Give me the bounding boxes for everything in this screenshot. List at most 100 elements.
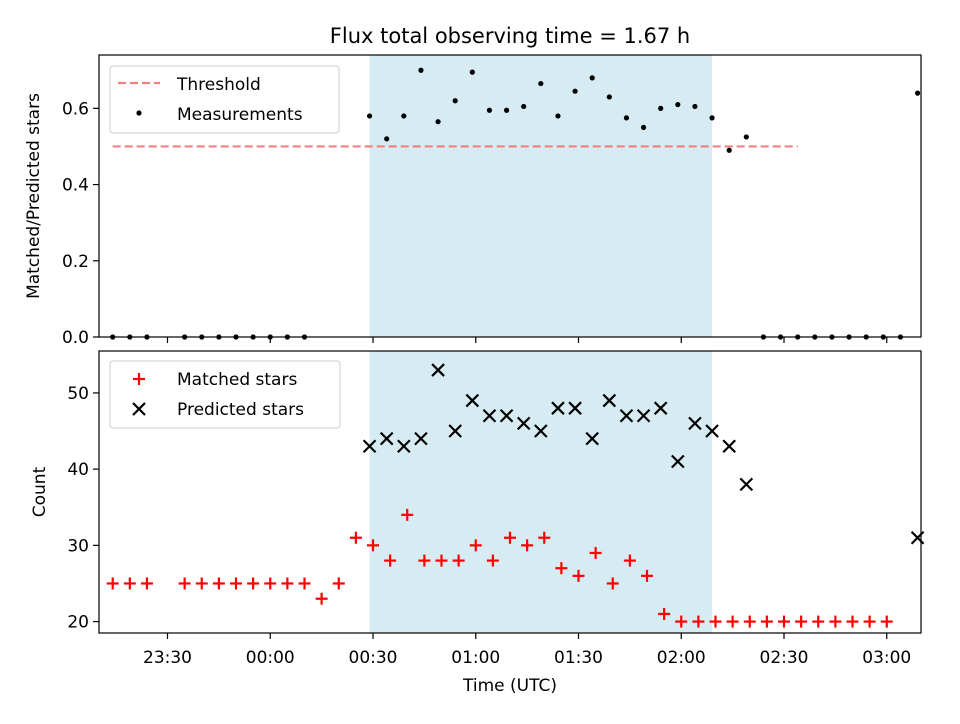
x-tick-label: 00:00 xyxy=(246,648,295,668)
top-x-tickmarks xyxy=(166,337,888,343)
x-marker-b xyxy=(414,431,428,446)
predicted-star-point xyxy=(653,401,668,415)
predicted-star-point xyxy=(619,409,634,423)
measurement-point xyxy=(555,113,561,119)
predicted-star-point xyxy=(602,393,617,408)
matched-star-point xyxy=(469,539,482,552)
measurement-point xyxy=(538,80,544,87)
matched-star-point xyxy=(230,577,242,590)
legend-matched-label: Matched stars xyxy=(177,370,297,390)
x-marker-b xyxy=(534,424,548,438)
matched-star-point xyxy=(140,577,153,590)
matched-star-point xyxy=(692,615,705,628)
matched-star-point xyxy=(315,592,328,605)
matched-star-point xyxy=(589,546,602,559)
x-marker-b xyxy=(722,439,736,454)
matched-star-point xyxy=(212,577,225,590)
x-tick-label: 01:00 xyxy=(451,648,500,668)
x-marker-b xyxy=(585,431,599,446)
measurement-point xyxy=(709,115,715,121)
measurement-point xyxy=(726,147,732,153)
top-panel-frame xyxy=(98,54,922,338)
x-marker-b xyxy=(551,401,565,415)
predicted-stars-points xyxy=(362,363,925,545)
x-marker-b xyxy=(619,409,634,423)
y-tick-label: 0.0 xyxy=(62,328,89,348)
bottom-legend: Matched stars Predicted stars xyxy=(109,360,341,429)
predicted-star-point xyxy=(482,409,497,423)
x-marker-b xyxy=(688,416,702,431)
predicted-star-point xyxy=(499,409,514,423)
measurement-point xyxy=(606,94,612,100)
x-marker-b xyxy=(568,401,582,415)
x-axis-label: Time (UTC) xyxy=(462,676,557,696)
y-tick-label: 30 xyxy=(67,536,89,556)
x-tick-label: 23:30 xyxy=(143,648,192,668)
matched-star-point xyxy=(795,615,808,628)
predicted-star-point xyxy=(465,393,480,408)
measurement-point xyxy=(452,98,458,104)
measurement-point xyxy=(572,88,578,94)
measurement-point xyxy=(418,67,424,73)
x-tick-label: 00:30 xyxy=(349,648,398,668)
matched-star-point xyxy=(675,615,688,628)
chart-title: Flux total observing time = 1.67 h xyxy=(330,24,690,48)
predicted-star-point xyxy=(688,416,702,431)
matched-star-point xyxy=(123,577,136,590)
predicted-star-point xyxy=(585,431,599,446)
predicted-star-point xyxy=(551,401,565,415)
x-tick-label: 03:00 xyxy=(862,648,911,668)
matched-star-point xyxy=(760,615,773,628)
predicted-star-point xyxy=(722,439,736,454)
predicted-star-point xyxy=(534,424,548,438)
measurement-point xyxy=(640,124,647,131)
matched-star-point xyxy=(743,615,756,628)
bottom-legend-box xyxy=(109,360,341,429)
measurement-point xyxy=(675,101,681,108)
matched-star-point xyxy=(195,577,208,590)
measurement-point xyxy=(692,103,698,110)
matched-star-point xyxy=(504,531,516,544)
x-marker-b xyxy=(379,431,394,446)
matched-star-point xyxy=(606,577,619,590)
matched-star-point xyxy=(178,577,191,590)
x-tick-label: 02:30 xyxy=(760,648,809,668)
bottom-shaded-interval xyxy=(369,351,713,633)
x-marker-b xyxy=(397,439,411,454)
matched-star-point xyxy=(623,554,636,567)
measurement-point xyxy=(503,107,510,113)
matched-star-point xyxy=(349,531,362,544)
matched-star-point xyxy=(880,615,893,628)
y-tick-label: 0.2 xyxy=(62,252,89,272)
x-tick-label: 02:00 xyxy=(657,648,706,668)
predicted-star-point xyxy=(636,409,651,423)
x-tick-label: 01:30 xyxy=(554,648,603,668)
y-tick-label: 40 xyxy=(67,460,89,480)
matched-star-point xyxy=(572,569,585,582)
matched-star-point xyxy=(846,615,859,628)
y-tick-label: 0.4 xyxy=(62,176,89,196)
measurement-point xyxy=(366,113,373,119)
predicted-star-point xyxy=(671,454,685,469)
bottom-x-ticks: 23:30 00:00 00:30 01:00 01:30 02:00 02:30 03:00 xyxy=(143,633,911,668)
predicted-star-point xyxy=(568,401,582,415)
measurement-point xyxy=(658,105,664,111)
predicted-star-point xyxy=(379,431,394,446)
y-tick-label: 0.6 xyxy=(62,99,89,119)
matched-star-point xyxy=(486,554,499,567)
top-shaded-interval xyxy=(369,55,713,337)
measurement-point xyxy=(521,103,527,110)
x-marker-b xyxy=(448,424,462,438)
bottom-y-ticks: 20 30 40 50 xyxy=(67,384,99,633)
matched-star-point xyxy=(384,554,397,567)
x-marker-b xyxy=(671,454,685,469)
x-marker-b xyxy=(602,393,617,408)
top-legend-box xyxy=(109,65,340,134)
measurement-point xyxy=(435,119,441,125)
matched-star-point xyxy=(538,531,551,544)
top-y-ticks: 0.0 0.2 0.4 0.6 xyxy=(62,99,99,348)
legend-predicted-label: Predicted stars xyxy=(177,400,304,420)
predicted-star-point xyxy=(414,431,428,446)
predicted-star-point xyxy=(362,439,377,454)
